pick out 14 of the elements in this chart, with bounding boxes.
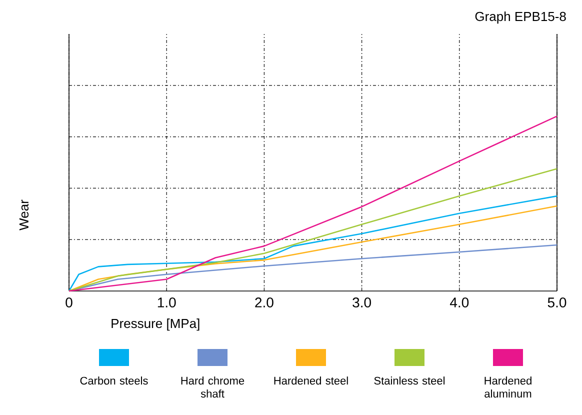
x-tick-label: 4.0 (450, 298, 469, 308)
x-axis-title: Pressure [MPa] (112, 318, 200, 331)
legend-label: Stainless steel (374, 376, 445, 385)
x-tick-label: 1.0 (158, 298, 176, 308)
x-tick-label: 0 (66, 298, 72, 308)
legend-label: Carbon steels (80, 376, 148, 385)
x-tick-label: 2.0 (255, 298, 274, 308)
x-tick-label: 3.0 (352, 298, 371, 308)
y-axis-title: Wear (19, 200, 29, 230)
legend-label: Hardened steel (274, 376, 348, 385)
legend-label: Hardened aluminum (484, 376, 532, 398)
legend-label: Hard chrome shaft (181, 376, 244, 398)
chart-title: Graph EPB15-8 (475, 12, 566, 24)
x-tick-label: 5.0 (548, 298, 566, 308)
